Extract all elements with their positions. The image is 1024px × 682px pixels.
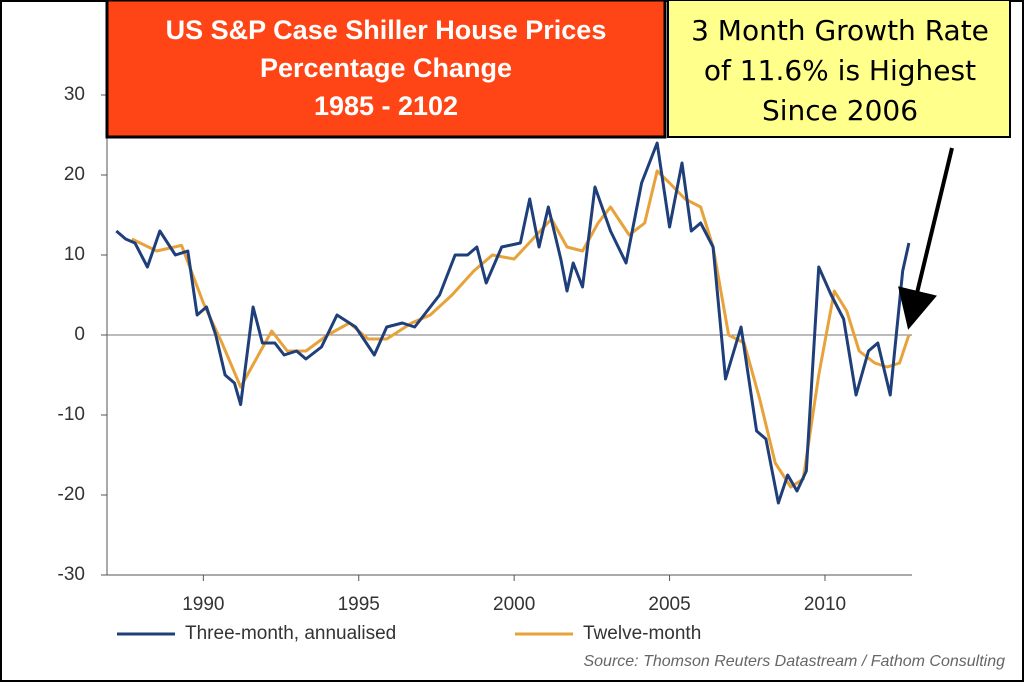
x-tick-label: 1990 (182, 594, 224, 615)
y-tick-label: -20 (58, 484, 85, 505)
y-tick-label: 20 (64, 164, 85, 185)
legend-label: Three-month, annualised (185, 623, 396, 644)
y-tick-label: 10 (64, 244, 85, 265)
title-line: Percentage Change (260, 53, 512, 83)
annotation-line: of 11.6% is Highest (704, 54, 976, 87)
title-line: 1985 - 2102 (314, 91, 458, 121)
annotation-box (667, 0, 1011, 138)
x-tick-label: 2000 (493, 594, 535, 615)
plot-area (101, 90, 912, 581)
x-tick-label: 1995 (338, 594, 380, 615)
annotation-line: 3 Month Growth Rate (691, 14, 989, 47)
series-line (115, 141, 911, 505)
arrow (898, 147, 954, 330)
texts: -30 -20 -10 0 10 20 30 1990 1995 2000 2005 2010 Thre… (58, 14, 1006, 670)
source: Source: Thomson Reuters Datastream / Fat… (583, 653, 1005, 670)
legend-label: Twelve-month (583, 623, 701, 644)
x-tick-label: 2005 (648, 594, 690, 615)
y-tick-label: -10 (58, 404, 85, 425)
title-line: US S&P Case Shiller House Prices (166, 15, 607, 45)
y-tick-label: 0 (74, 324, 85, 345)
title-box (105, 0, 667, 139)
y-tick-label: -30 (58, 564, 85, 585)
x-tick-label: 2010 (804, 594, 846, 615)
y-tick-label: 30 (64, 84, 85, 105)
annotation-line: Since 2006 (762, 94, 918, 127)
